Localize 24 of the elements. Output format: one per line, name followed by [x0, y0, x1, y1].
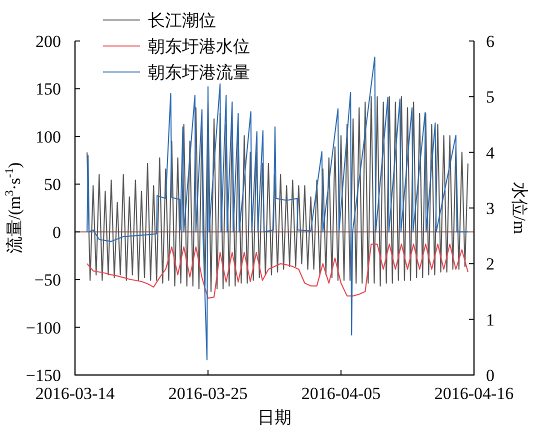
y-tick-label: −50: [34, 270, 61, 290]
y2-tick-label: 3: [486, 199, 494, 218]
y2-tick-label: 6: [486, 32, 494, 51]
y-tick-label: 100: [36, 127, 61, 146]
x-tick-label: 2016-04-16: [434, 384, 514, 403]
y2-tick-label: 2: [486, 254, 494, 274]
y2-tick-label: 1: [486, 310, 494, 330]
legend-label: 朝东圩港水位: [148, 37, 250, 56]
y-tick-label: 0: [52, 222, 61, 242]
y-tick-label: −100: [26, 318, 61, 338]
x-tick-label: 2016-03-25: [168, 384, 248, 403]
y2-tick-label: 5: [486, 88, 494, 107]
y-tick-label: 50: [44, 175, 61, 194]
y-tick-label: 200: [36, 32, 61, 51]
y-tick-label: 150: [36, 80, 61, 99]
legend-label: 长江潮位: [148, 11, 216, 30]
x-axis-title: 日期: [258, 408, 292, 427]
x-tick-label: 2016-04-05: [301, 384, 381, 403]
y2-tick-label: 0: [486, 366, 494, 385]
y2-tick-label: 4: [486, 143, 495, 162]
x-tick-label: 2016-03-14: [35, 384, 116, 403]
legend-label: 朝东圩港流量: [148, 63, 250, 82]
y-tick-label: −150: [26, 366, 61, 385]
y2-axis-title: 水位/m: [510, 182, 529, 234]
